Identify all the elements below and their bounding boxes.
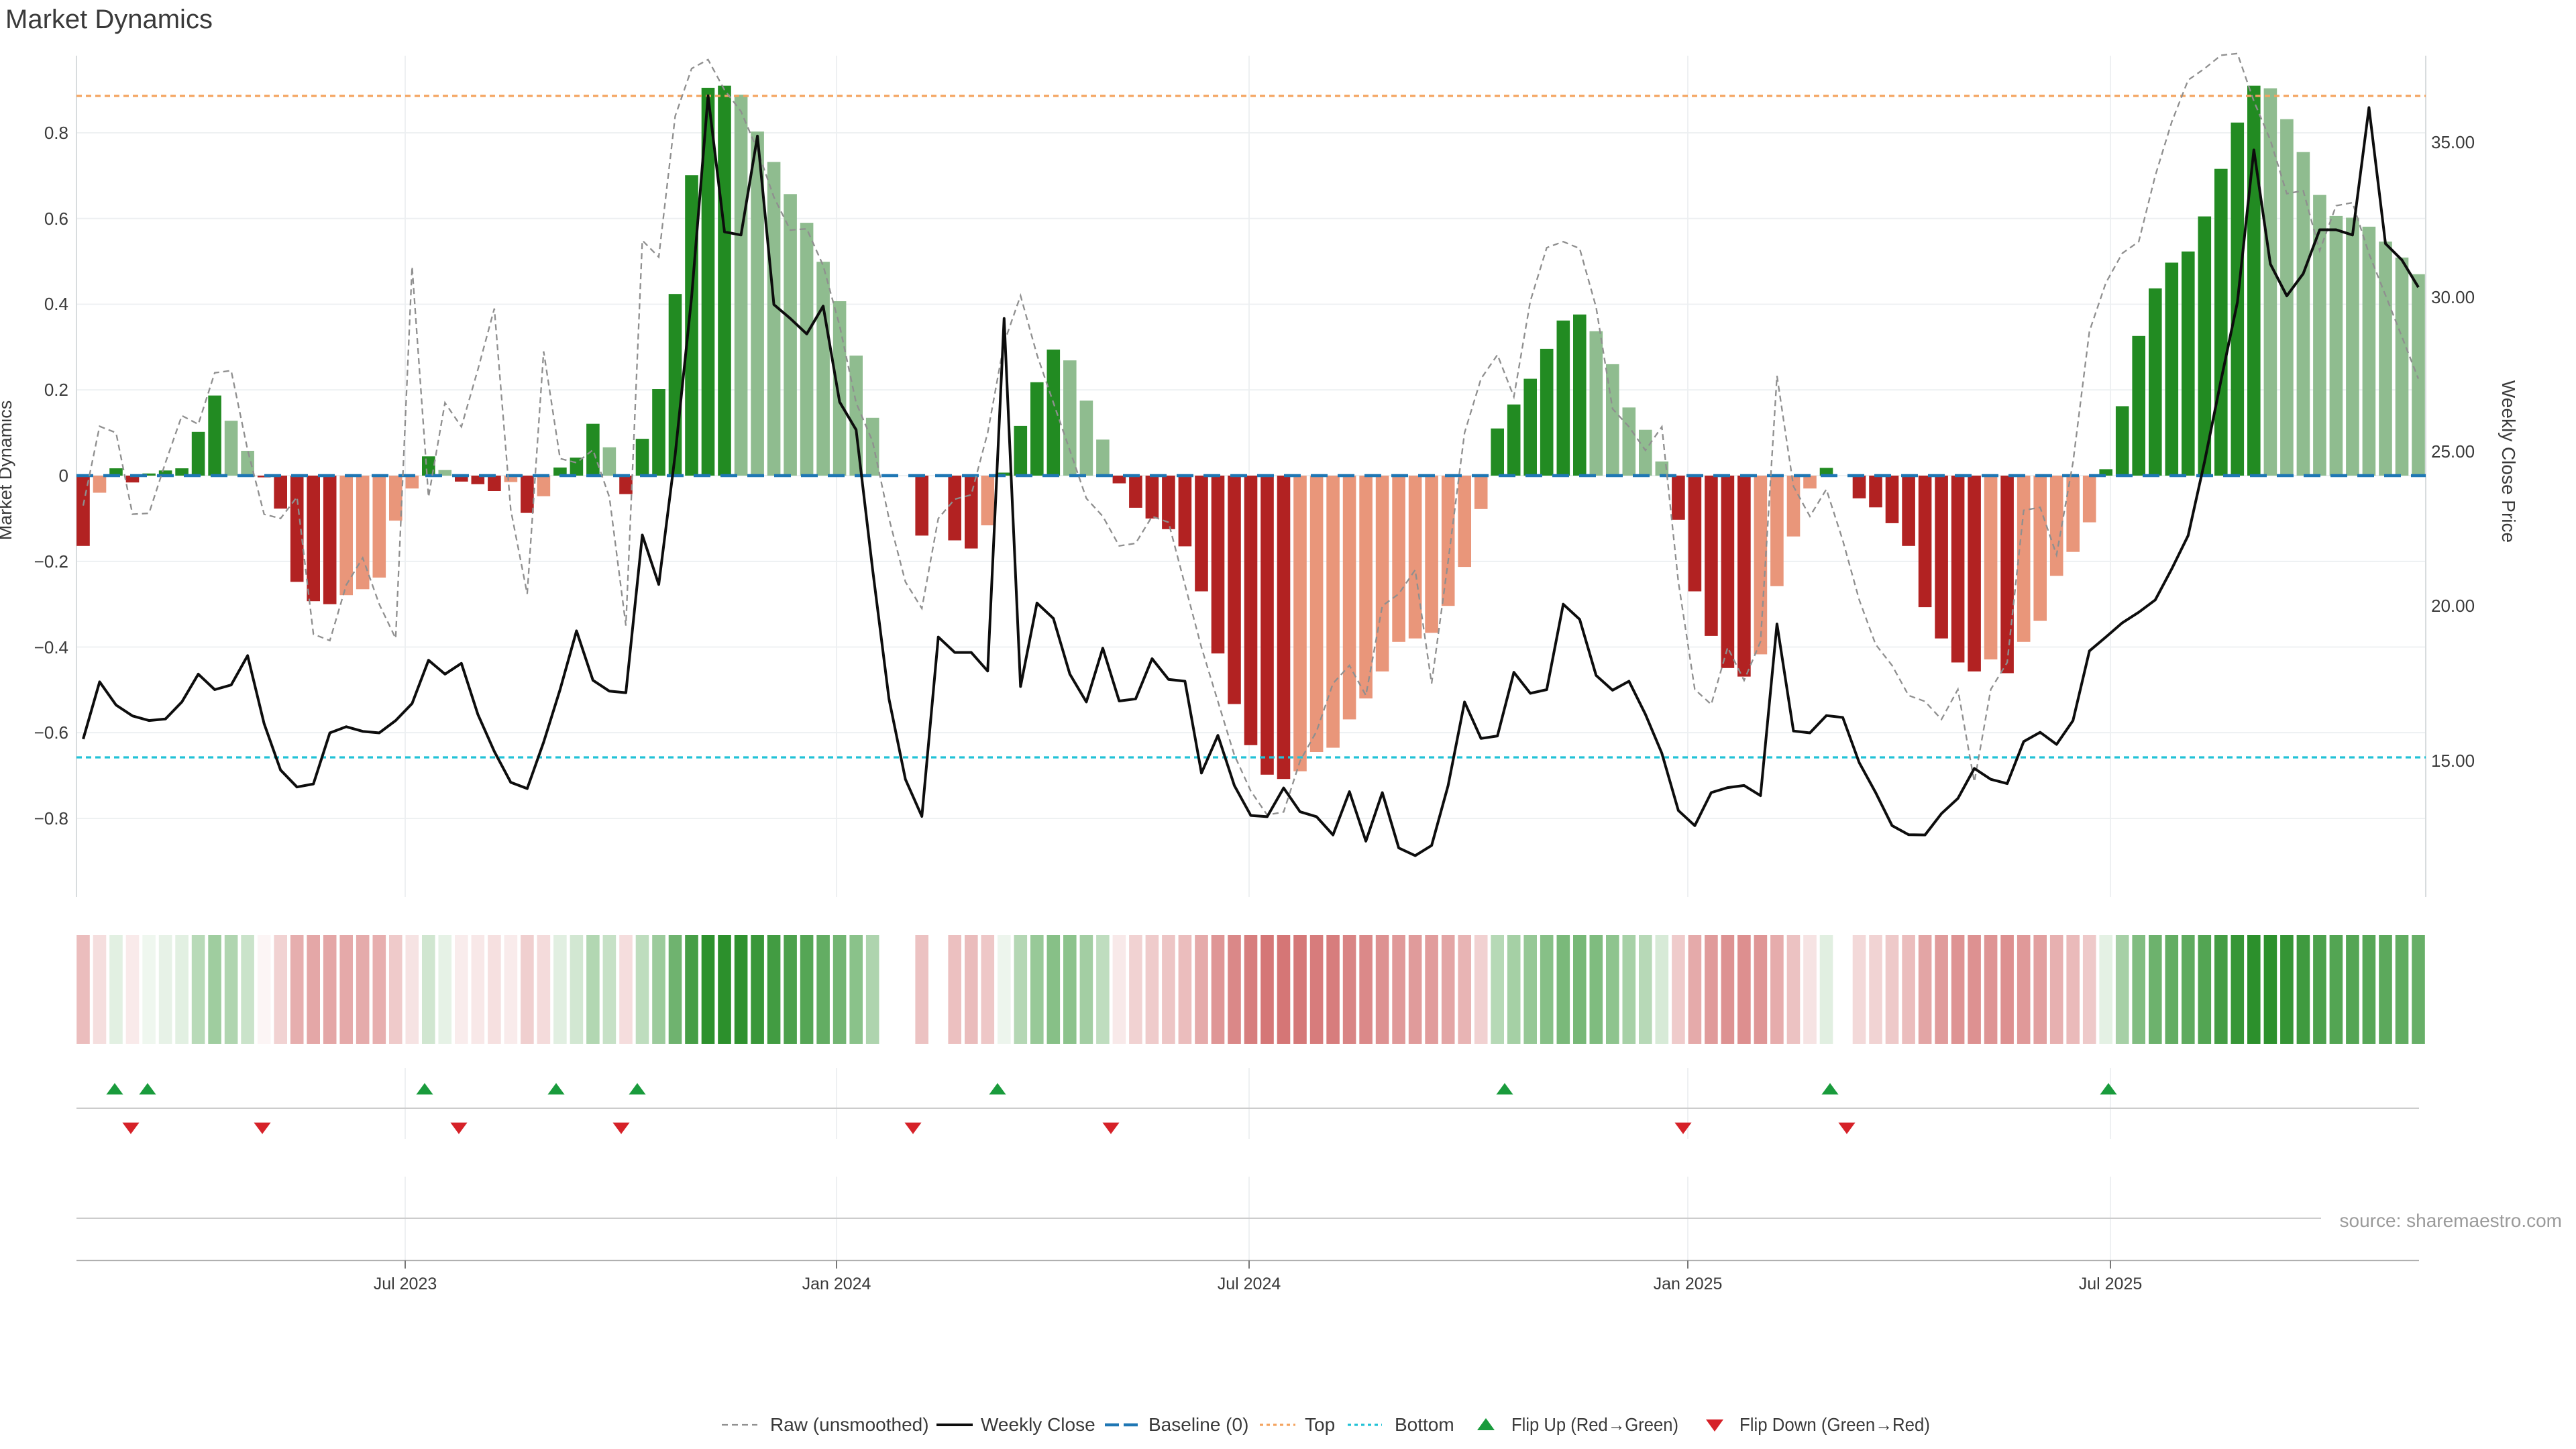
svg-text:source: sharemaestro.com: source: sharemaestro.com [2340,1210,2562,1231]
svg-text:Jan 2025: Jan 2025 [1654,1275,1723,1293]
svg-text:−0.4: −0.4 [34,637,68,657]
svg-text:0.6: 0.6 [44,209,68,229]
svg-text:15.00: 15.00 [2431,751,2475,771]
svg-text:Flip Down (Green→Red): Flip Down (Green→Red) [1739,1414,1930,1435]
svg-text:Jul 2025: Jul 2025 [2079,1275,2143,1293]
svg-text:−0.2: −0.2 [34,551,68,572]
svg-text:Market Dynamics: Market Dynamics [5,5,213,34]
svg-text:Market Dynamics: Market Dynamics [0,400,15,541]
svg-text:Top: Top [1305,1414,1335,1435]
svg-text:Weekly Close: Weekly Close [981,1414,1095,1435]
svg-text:20.00: 20.00 [2431,596,2475,616]
svg-text:Jul 2024: Jul 2024 [1218,1275,1281,1293]
svg-text:Bottom: Bottom [1395,1414,1454,1435]
svg-text:0.8: 0.8 [44,123,68,143]
svg-text:30.00: 30.00 [2431,287,2475,307]
svg-text:−0.6: −0.6 [34,722,68,743]
svg-text:0: 0 [59,466,68,486]
svg-text:−0.8: −0.8 [34,808,68,828]
svg-text:0.2: 0.2 [44,380,68,400]
svg-text:25.00: 25.00 [2431,441,2475,462]
svg-text:Jul 2023: Jul 2023 [374,1275,437,1293]
svg-text:Baseline (0): Baseline (0) [1148,1414,1248,1435]
svg-text:0.4: 0.4 [44,294,68,314]
svg-text:Jan 2024: Jan 2024 [802,1275,871,1293]
svg-text:35.00: 35.00 [2431,132,2475,152]
svg-text:Weekly Close Price: Weekly Close Price [2498,380,2519,543]
svg-text:Raw (unsmoothed): Raw (unsmoothed) [770,1414,929,1435]
svg-text:Flip Up (Red→Green): Flip Up (Red→Green) [1511,1414,1678,1435]
